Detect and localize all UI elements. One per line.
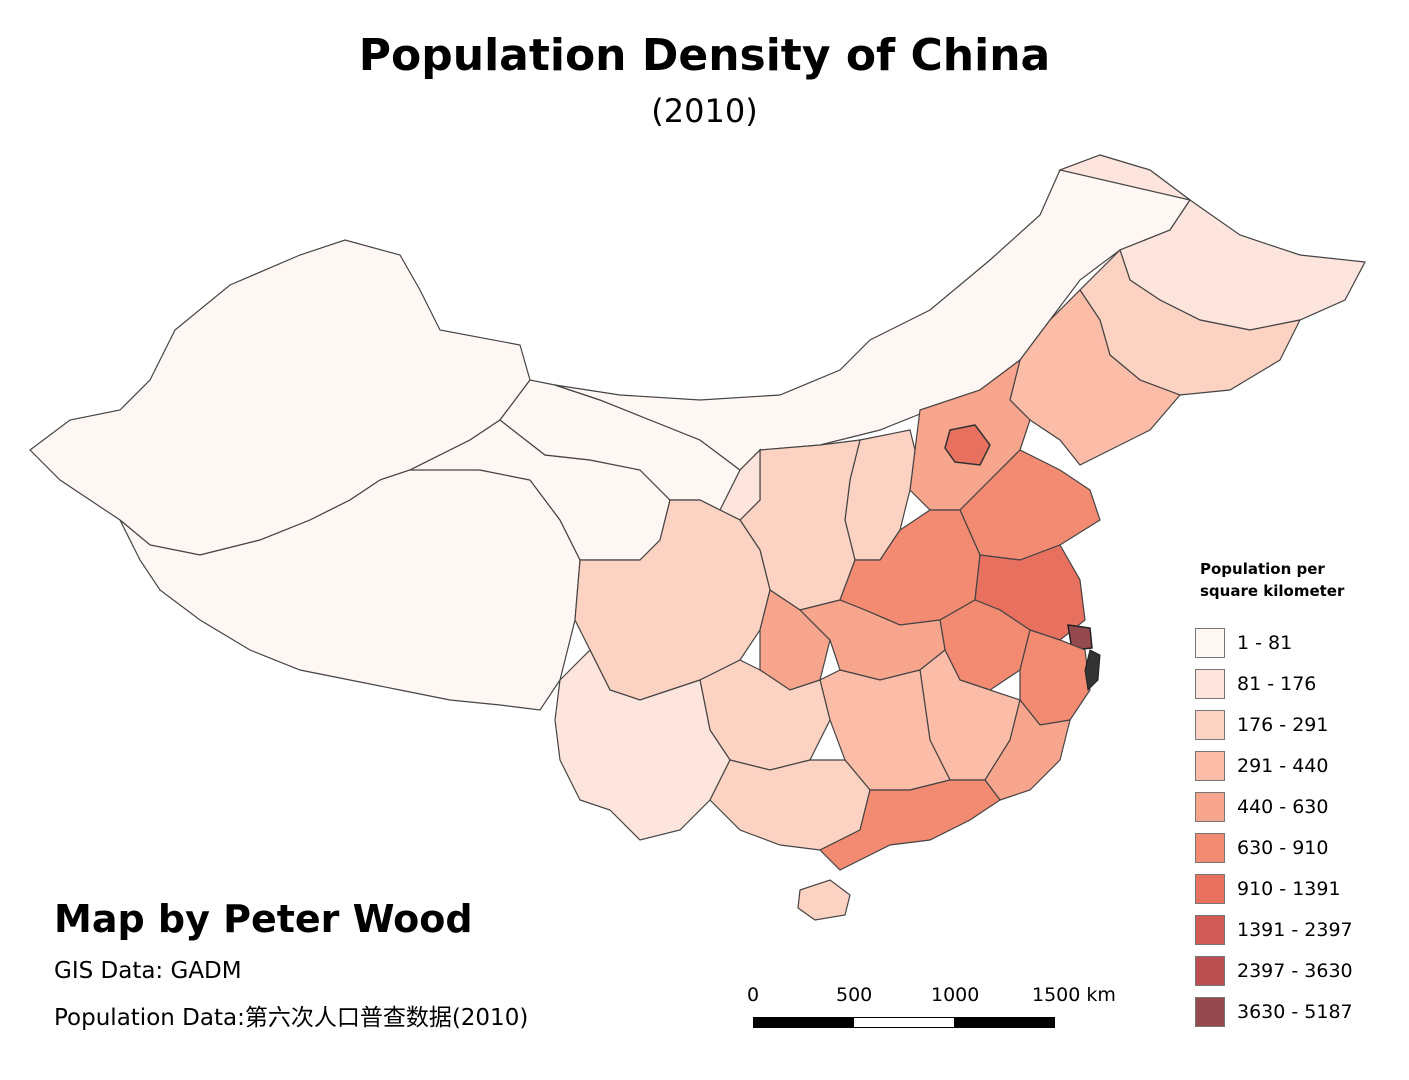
legend-row: 440 - 630 xyxy=(1195,792,1395,824)
legend-label: 1391 - 2397 xyxy=(1237,919,1353,941)
legend-row: 176 - 291 xyxy=(1195,710,1395,742)
scale-label-1000: 1000 xyxy=(931,984,980,1006)
legend-swatch xyxy=(1195,628,1225,658)
legend-swatch xyxy=(1195,833,1225,863)
legend-label: 291 - 440 xyxy=(1237,755,1329,777)
legend-label: 3630 - 5187 xyxy=(1237,1001,1353,1023)
region-ningxia xyxy=(719,448,761,521)
legend-label: 176 - 291 xyxy=(1237,714,1329,736)
region-hainan xyxy=(797,879,851,921)
scale-label-1500: 1500 km xyxy=(1032,984,1116,1006)
legend-swatch xyxy=(1195,710,1225,740)
legend-title-line2: square kilometer xyxy=(1200,582,1345,600)
scale-label-0: 0 xyxy=(747,984,760,1006)
legend-row: 910 - 1391 xyxy=(1195,874,1395,906)
legend-row: 2397 - 3630 xyxy=(1195,956,1395,988)
legend-swatch xyxy=(1195,792,1225,822)
scale-bar xyxy=(753,1017,1055,1028)
legend-swatch xyxy=(1195,997,1225,1027)
legend-row: 291 - 440 xyxy=(1195,751,1395,783)
region-beijing xyxy=(944,424,991,466)
legend-label: 81 - 176 xyxy=(1237,673,1317,695)
legend-row: 630 - 910 xyxy=(1195,833,1395,865)
legend-swatch xyxy=(1195,874,1225,904)
legend-swatch xyxy=(1195,956,1225,986)
region-guangdong xyxy=(818,779,1001,871)
legend-swatch xyxy=(1195,751,1225,781)
region-shanghai xyxy=(1067,624,1093,651)
legend-row: 1391 - 2397 xyxy=(1195,915,1395,947)
scale-label-500: 500 xyxy=(836,984,873,1006)
legend-swatch xyxy=(1195,669,1225,699)
legend-swatch xyxy=(1195,915,1225,945)
legend-label: 2397 - 3630 xyxy=(1237,960,1353,982)
scale-segment xyxy=(754,1018,854,1027)
legend-label: 1 - 81 xyxy=(1237,632,1293,654)
legend-row: 1 - 81 xyxy=(1195,628,1395,660)
map-subtitle: (2010) xyxy=(651,92,758,130)
legend-title-line1: Population per xyxy=(1200,560,1325,578)
region-coastal-islands xyxy=(1084,649,1101,692)
map-credit: Map by Peter Wood xyxy=(54,897,473,941)
legend-label: 440 - 630 xyxy=(1237,796,1329,818)
legend-row: 3630 - 5187 xyxy=(1195,997,1395,1029)
legend-label: 630 - 910 xyxy=(1237,837,1329,859)
population-source: Population Data:第六次人口普查数据(2010) xyxy=(54,1005,529,1031)
map-title: Population Density of China xyxy=(358,30,1051,81)
legend-title: Population per square kilometer xyxy=(1200,558,1390,602)
legend-row: 81 - 176 xyxy=(1195,669,1395,701)
legend-label: 910 - 1391 xyxy=(1237,878,1341,900)
gis-source: GIS Data: GADM xyxy=(54,958,242,984)
scale-segment xyxy=(853,1018,954,1027)
scale-segment xyxy=(953,1018,1054,1027)
